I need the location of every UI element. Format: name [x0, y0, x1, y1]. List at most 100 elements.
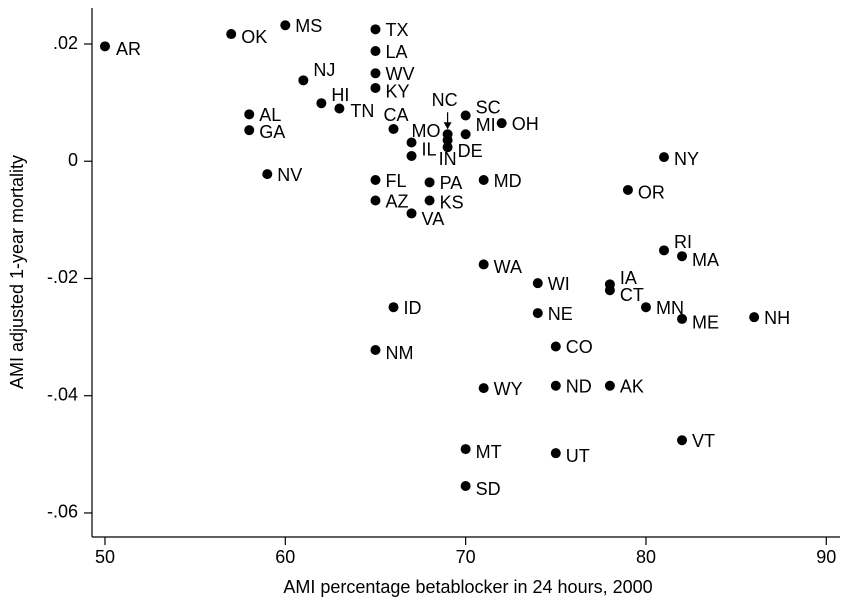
point	[99, 41, 110, 52]
point	[442, 142, 453, 153]
point-label: OK	[241, 27, 267, 47]
point	[550, 380, 561, 391]
arrow-head	[443, 122, 452, 130]
point-label: GA	[259, 122, 285, 142]
point-label: UT	[566, 446, 590, 466]
point	[749, 312, 760, 323]
point	[334, 103, 345, 114]
x-axis-title: AMI percentage betablocker in 24 hours, …	[283, 577, 652, 597]
point	[388, 302, 399, 313]
point	[370, 46, 381, 57]
point-label: MS	[295, 16, 322, 36]
point	[677, 251, 688, 262]
point	[424, 177, 435, 188]
point-label: AZ	[385, 191, 408, 211]
point-label: WY	[494, 379, 523, 399]
point-label: AR	[116, 39, 141, 59]
point	[478, 383, 489, 394]
y-tick-label: -.06	[47, 502, 78, 522]
point	[532, 308, 543, 319]
point-label: MT	[476, 442, 502, 462]
point	[406, 150, 417, 161]
point	[478, 175, 489, 185]
point	[604, 380, 615, 391]
point-label: OR	[638, 183, 665, 203]
point-label: SC	[476, 97, 501, 117]
point-label: CO	[566, 337, 593, 357]
point-label: DE	[458, 141, 483, 161]
point	[460, 110, 471, 121]
point-label: NE	[548, 304, 573, 324]
point	[370, 175, 381, 185]
point	[244, 109, 255, 120]
point	[280, 20, 291, 31]
point-label: KY	[385, 82, 409, 102]
x-tick-label: 80	[636, 547, 656, 567]
point-label: TX	[385, 20, 408, 40]
point	[262, 169, 273, 180]
point-label: WA	[494, 257, 522, 277]
y-tick-label: -.04	[47, 384, 78, 404]
point	[460, 481, 471, 491]
point-label: RI	[674, 232, 692, 252]
point-label: IN	[439, 149, 457, 169]
point	[640, 302, 651, 313]
point-label: NH	[764, 308, 790, 328]
point	[659, 152, 669, 163]
point-label: SD	[476, 479, 501, 499]
point-label: MO	[412, 121, 441, 141]
point-label: TN	[350, 101, 374, 121]
point-label: AL	[259, 105, 281, 125]
point-label: PA	[440, 173, 463, 193]
y-tick-label: .02	[53, 33, 78, 53]
point-label: ME	[692, 313, 719, 333]
point	[370, 345, 381, 355]
point-label: MA	[692, 250, 719, 270]
point	[604, 285, 615, 296]
point	[406, 208, 417, 219]
point	[298, 75, 309, 86]
point	[677, 313, 688, 324]
point-label: NV	[277, 165, 302, 185]
point-label: WI	[548, 274, 570, 294]
point-label: KS	[440, 192, 464, 212]
point	[496, 118, 507, 129]
point	[659, 245, 669, 256]
point	[244, 125, 255, 136]
y-tick-label: 0	[68, 150, 78, 170]
point-label: NC	[432, 90, 458, 110]
point	[424, 195, 435, 206]
x-tick-label: 50	[95, 547, 115, 567]
x-tick-label: 90	[816, 547, 836, 567]
point	[550, 448, 561, 459]
y-axis-title: AMI adjusted 1-year mortality	[7, 155, 27, 389]
point-label: ID	[404, 298, 422, 318]
point	[677, 435, 688, 446]
point-label: FL	[385, 171, 406, 191]
point	[460, 444, 471, 455]
point-label: AK	[620, 377, 644, 397]
point	[622, 184, 633, 195]
x-tick-label: 60	[275, 547, 295, 567]
point	[532, 278, 543, 289]
point-label: MN	[656, 298, 684, 318]
point	[226, 29, 237, 40]
point-label: ND	[566, 377, 592, 397]
point-label: VT	[692, 431, 715, 451]
point-label: MD	[494, 171, 522, 191]
point-label: IA	[620, 268, 637, 288]
point	[460, 129, 471, 140]
point-label: CA	[384, 105, 409, 125]
point-label: NY	[674, 149, 699, 169]
point-label: IL	[422, 140, 437, 160]
point-label: NJ	[313, 60, 335, 80]
point	[406, 137, 417, 148]
point	[370, 68, 381, 79]
point-label: MI	[476, 115, 496, 135]
point-label: HI	[331, 85, 349, 105]
x-tick-label: 70	[456, 547, 476, 567]
point-label: LA	[385, 42, 407, 62]
point	[388, 124, 399, 134]
point-label: CT	[620, 285, 644, 305]
